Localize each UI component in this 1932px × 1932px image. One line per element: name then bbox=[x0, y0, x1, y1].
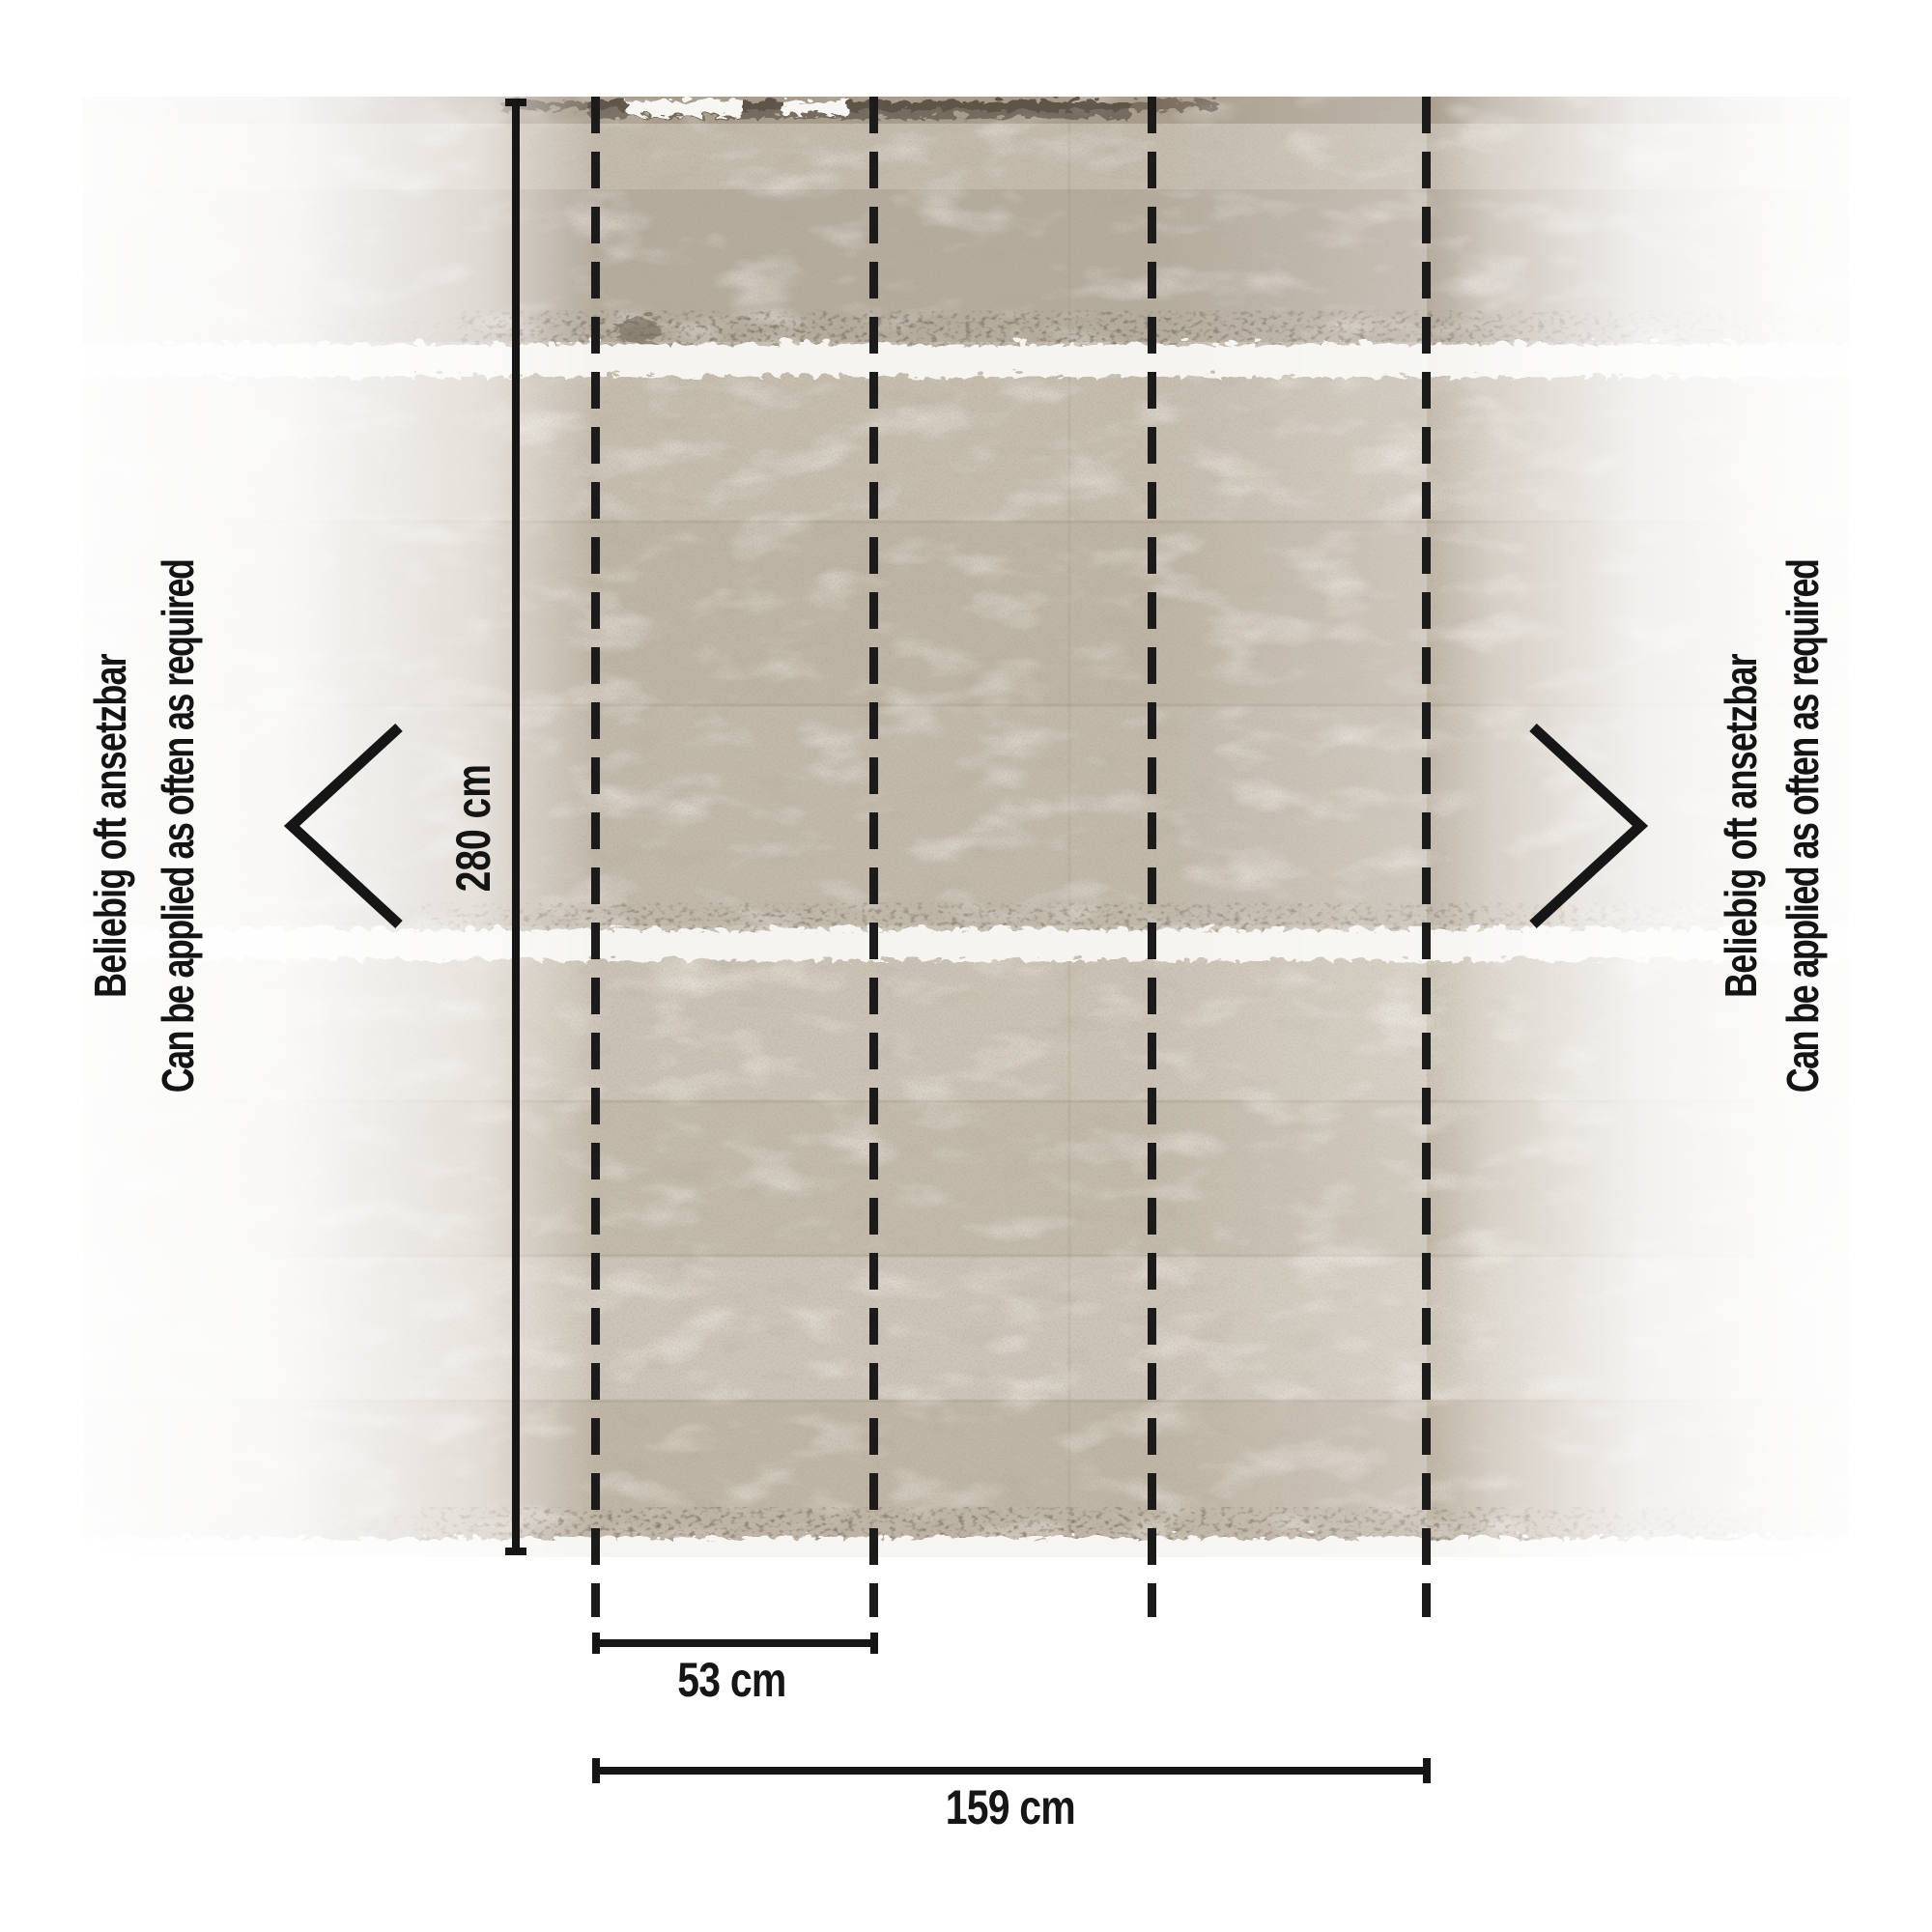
strip-seam-dashed-line-2 bbox=[869, 97, 878, 1617]
height-measure-bottom-cap bbox=[505, 1548, 526, 1555]
top-grime-edge bbox=[497, 97, 1212, 114]
strip-seam-dashed-line-3 bbox=[1148, 97, 1156, 1617]
height-label: 280 cm bbox=[446, 763, 500, 893]
total-width-label: 159 cm bbox=[945, 1780, 1076, 1834]
concrete-texture-svg bbox=[82, 97, 1850, 1557]
total-width-bracket-left-tick bbox=[592, 1758, 600, 1783]
strip-width-bracket-right-tick bbox=[870, 1633, 878, 1654]
right-inner-fade bbox=[1151, 97, 1427, 1557]
strip-width-bracket bbox=[596, 1639, 874, 1647]
side-note-left-german: Beliebig oft ansetzbar bbox=[85, 654, 135, 998]
height-measure-line bbox=[512, 99, 520, 1555]
side-note-right-german: Beliebig oft ansetzbar bbox=[1716, 654, 1766, 998]
strip-width-bracket-left-tick bbox=[592, 1633, 600, 1654]
height-measure-top-cap bbox=[505, 99, 526, 106]
side-note-right-english: Can be applied as often as required bbox=[1777, 559, 1828, 1093]
side-note-left-english: Can be applied as often as required bbox=[153, 559, 203, 1093]
wallpaper-texture-preview bbox=[82, 97, 1850, 1557]
total-width-bracket bbox=[596, 1767, 1427, 1775]
strip-seam-dashed-line-1 bbox=[591, 97, 600, 1617]
total-width-bracket-right-tick bbox=[1423, 1758, 1431, 1783]
strip-width-label: 53 cm bbox=[676, 1653, 786, 1707]
strip-seam-dashed-line-4 bbox=[1422, 97, 1431, 1617]
